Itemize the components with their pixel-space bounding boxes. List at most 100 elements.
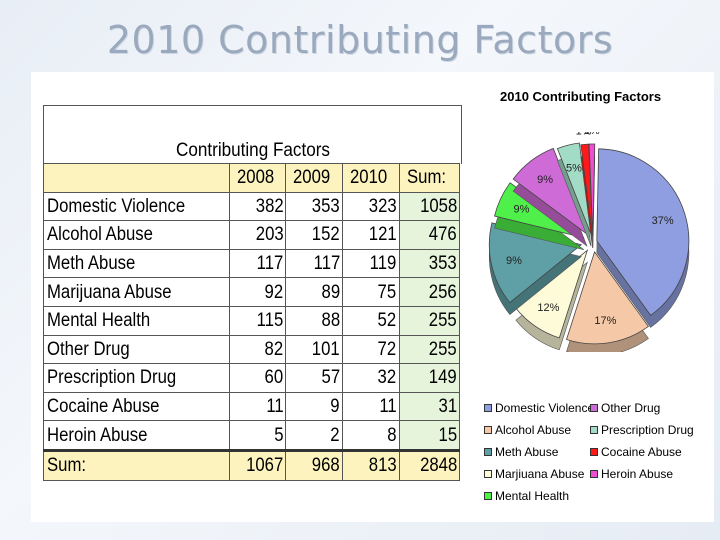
table-total-row: Sum: 1067 968 813 2848	[43, 448, 461, 481]
value-text: 57	[321, 367, 340, 389]
value-cell: 31	[398, 391, 461, 422]
value-cell: 5	[228, 420, 287, 451]
header-cell	[43, 163, 230, 193]
value-cell: 117	[285, 248, 343, 279]
value-text: 255	[429, 338, 457, 360]
value-cell: 323	[341, 191, 400, 222]
value-cell: 2	[285, 420, 343, 451]
value-cell: 72	[341, 334, 400, 365]
value-cell: 117	[228, 248, 287, 279]
legend-item: Other Drug	[590, 400, 660, 416]
value-text: 5	[274, 424, 284, 446]
value-cell: 75	[341, 277, 400, 307]
header-cell: 2008	[228, 163, 287, 193]
pie-slice-prescription-drug	[556, 142, 592, 235]
factor-cell: Other Drug	[43, 334, 230, 365]
table-row: Meth Abuse 117 117 119 353	[43, 248, 461, 279]
value-cell: 255	[398, 334, 461, 365]
chart-title: 2010 Contributing Factors	[500, 89, 662, 104]
slide-title: 2010 Contributing Factors	[106, 18, 614, 62]
value-cell: 255	[398, 305, 461, 336]
value-text: 152	[312, 224, 340, 246]
value-text: 9	[330, 396, 340, 418]
value-text: 353	[312, 195, 340, 217]
value-cell: 152	[285, 220, 343, 250]
value-text: 476	[429, 224, 457, 246]
legend-swatch	[484, 447, 492, 456]
value-text: 11	[379, 396, 397, 418]
value-text: 1058	[419, 195, 457, 217]
legend-label: Alcohol Abuse	[495, 423, 572, 437]
total-text: 968	[312, 455, 340, 477]
value-text: 255	[429, 310, 457, 332]
legend-label: Meth Abuse	[495, 445, 559, 459]
total-text: 2848	[419, 455, 457, 477]
contributing-factors-table: Contributing Factors 2008 2009 2010 Sum: Dom…	[43, 105, 462, 527]
value-text: 32	[377, 367, 397, 389]
factor-cell: Domestic Violence	[43, 191, 230, 222]
factor-cell: Heroin Abuse	[43, 420, 230, 451]
factor-name: Prescription Drug	[47, 367, 177, 389]
value-cell: 1058	[398, 191, 461, 222]
total-cell: Sum:	[43, 448, 230, 481]
pie-slice-other-drug	[512, 147, 588, 236]
table-row: Heroin Abuse 5 2 8 15	[43, 420, 461, 451]
value-cell: 11	[228, 391, 287, 422]
factor-name: Other Drug	[47, 338, 130, 360]
table-row: Domestic Violence 382 353 323 1058	[43, 191, 461, 222]
pie-slice-domestic-violence	[596, 148, 690, 316]
legend-item: Alcohol Abuse	[484, 422, 571, 438]
total-cell: 2848	[398, 448, 461, 481]
table-caption-text: Contributing Factors	[176, 140, 330, 161]
value-cell: 57	[285, 363, 343, 393]
table-header-row: 2008 2009 2010 Sum:	[43, 163, 461, 193]
value-cell: 101	[285, 334, 343, 365]
legend-item: Domestic Violence	[484, 400, 594, 416]
pie-slice-label: 9%	[506, 255, 522, 267]
value-cell: 60	[228, 363, 287, 393]
value-text: 101	[312, 338, 340, 360]
value-cell: 121	[341, 220, 400, 250]
header-cell-text: 2010	[349, 167, 387, 189]
legend-swatch	[484, 403, 492, 412]
value-cell: 476	[398, 220, 461, 250]
table-row: Mental Health 115 88 52 255	[43, 305, 461, 336]
value-cell: 119	[341, 248, 400, 279]
value-cell: 32	[341, 363, 400, 393]
value-cell: 82	[228, 334, 287, 365]
factor-name: Heroin Abuse	[47, 424, 148, 446]
legend-swatch	[484, 491, 492, 500]
value-cell: 256	[398, 277, 461, 307]
pie-slice-label: 17%	[594, 315, 616, 327]
pie-slice-label: 5%	[566, 162, 582, 174]
legend-swatch	[590, 447, 598, 456]
table-row: Other Drug 82 101 72 255	[43, 334, 461, 365]
pie-slice-heroin-abuse	[588, 143, 596, 237]
value-text: 203	[255, 224, 284, 246]
value-cell: 92	[228, 277, 287, 307]
pie-slice-label: 1%	[584, 132, 600, 137]
value-cell: 8	[341, 420, 400, 451]
data-table: 2008 2009 2010 Sum: Domestic Violence 382 353 3…	[43, 163, 461, 481]
value-text: 88	[321, 310, 340, 332]
legend-label: Other Drug	[601, 401, 661, 415]
value-text: 117	[313, 253, 340, 275]
header-cell-text: 2009	[293, 167, 331, 189]
legend-swatch	[484, 425, 492, 434]
legend-label: Mental Health	[495, 489, 570, 503]
value-text: 8	[387, 424, 397, 446]
value-text: 75	[377, 281, 397, 303]
factor-cell: Cocaine Abuse	[43, 391, 230, 422]
table-row: Alcohol Abuse 203 152 121 476	[43, 220, 461, 250]
value-cell: 89	[285, 277, 343, 307]
factor-name: Mental Health	[47, 310, 151, 332]
header-cell: Sum:	[398, 163, 461, 193]
value-cell: 11	[341, 391, 400, 422]
legend-item: Meth Abuse	[484, 444, 558, 460]
content-panel: Contributing Factors 2008 2009 2010 Sum: Dom…	[31, 72, 714, 522]
value-cell: 382	[228, 191, 287, 222]
table-row: Prescription Drug 60 57 32 149	[43, 363, 461, 393]
factor-name: Alcohol Abuse	[47, 224, 153, 246]
legend-swatch	[590, 425, 598, 434]
legend-item: Mental Health	[484, 488, 569, 504]
